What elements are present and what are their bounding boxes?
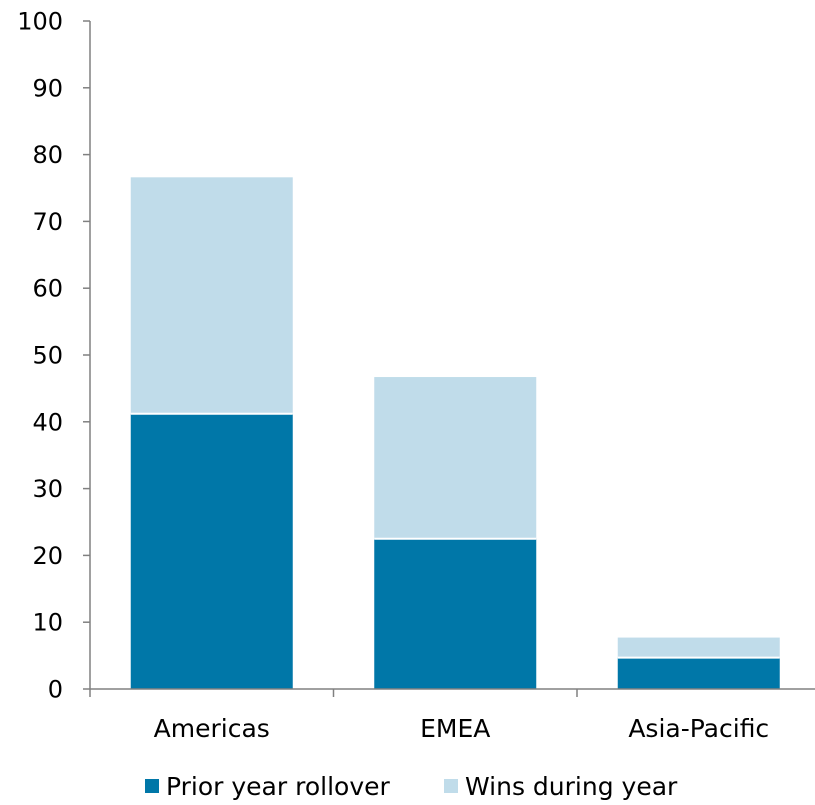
legend-label: Wins during year: [465, 772, 678, 801]
bar-emea-prior-year-rollover: [374, 538, 537, 689]
y-tick-label: 20: [32, 542, 63, 570]
bar-americas-wins-during-year: [130, 177, 293, 414]
bar-americas-prior-year-rollover: [130, 413, 293, 689]
x-category-label: Americas: [154, 714, 270, 743]
y-tick-label: 0: [48, 676, 63, 704]
y-tick-label: 50: [32, 342, 63, 370]
y-tick-label: 70: [32, 208, 63, 236]
bars: [130, 177, 780, 689]
plot-area: 0 10 20 30 40 50 60 70 80 90 100 Americas EMEA Asia-…: [17, 8, 815, 743]
bar-asia-pacific-prior-year-rollover: [617, 657, 780, 689]
x-category-label: Asia-Pacific: [628, 714, 769, 743]
y-tick-label: 10: [32, 609, 63, 637]
x-category-label: EMEA: [420, 714, 490, 743]
y-tick-label: 60: [32, 275, 63, 303]
y-tick-label: 90: [32, 74, 63, 102]
y-tick-label: 80: [32, 141, 63, 169]
y-axis: 0 10 20 30 40 50 60 70 80 90 100: [17, 8, 91, 704]
legend: Prior year rollover Wins during year: [145, 772, 678, 801]
legend-label: Prior year rollover: [166, 772, 390, 801]
legend-swatch: [444, 779, 458, 793]
y-tick-label: 40: [32, 408, 63, 436]
bar-emea-wins-during-year: [374, 377, 537, 539]
y-tick-label: 30: [32, 475, 63, 503]
bar-asia-pacific-wins-during-year: [617, 637, 780, 658]
legend-swatch: [145, 779, 159, 793]
y-tick-label: 100: [17, 8, 63, 36]
x-axis: Americas EMEA Asia-Pacific: [89, 688, 815, 743]
